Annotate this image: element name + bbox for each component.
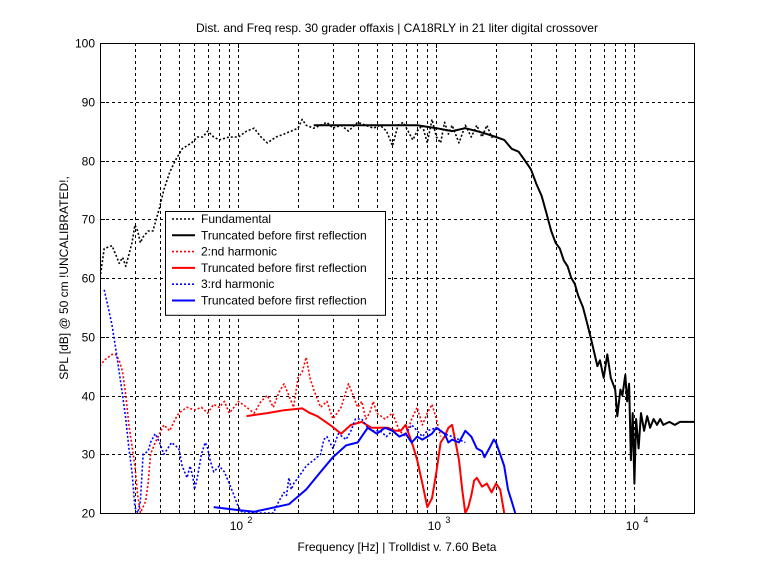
x-tick-label-exponent: 2 (247, 515, 252, 525)
x-tick-label: 10 (428, 519, 442, 533)
legend-label: Truncated before first reflection (201, 261, 367, 275)
x-tick-label: 10 (626, 519, 640, 533)
y-axis-label: SPL [dB] @ 50 cm !UNCALIBRATED!, (57, 176, 71, 380)
x-tick-label: 10 (230, 519, 244, 533)
y-tick-label: 90 (82, 96, 96, 110)
series-line-2 (313, 124, 694, 485)
legend: Fundamental Truncated before first reflec… (165, 211, 386, 316)
legend-label: 2:nd harmonic (201, 245, 277, 259)
legend-label: Truncated before first reflection (201, 294, 367, 308)
x-tick-label-exponent: 3 (445, 515, 450, 525)
y-tick-label: 20 (82, 507, 96, 521)
y-tick-label: 40 (82, 390, 96, 404)
series-line-6 (213, 426, 517, 513)
series-line-3 (100, 353, 442, 513)
x-tick-label-exponent: 4 (643, 515, 648, 525)
y-tick-label: 70 (82, 213, 96, 227)
y-tick-label: 50 (82, 331, 96, 345)
legend-box (165, 211, 386, 316)
y-tick-label: 60 (82, 272, 96, 286)
y-tick-label: 80 (82, 155, 96, 169)
x-axis-label: Frequency [Hz] | Trolldist v. 7.60 Beta (298, 540, 497, 554)
series-group (100, 118, 694, 513)
series-line-1 (100, 118, 496, 279)
legend-label: Fundamental (201, 212, 271, 226)
chart-title: Dist. and Freq resp. 30 grader offaxis |… (196, 21, 598, 35)
y-tick-label: 100 (75, 37, 95, 51)
series-line-4 (246, 407, 506, 513)
legend-label: 3:rd harmonic (201, 277, 274, 291)
series-line-5 (103, 289, 466, 513)
y-tick-label: 30 (82, 448, 96, 462)
legend-label: Truncated before first reflection (201, 228, 367, 242)
